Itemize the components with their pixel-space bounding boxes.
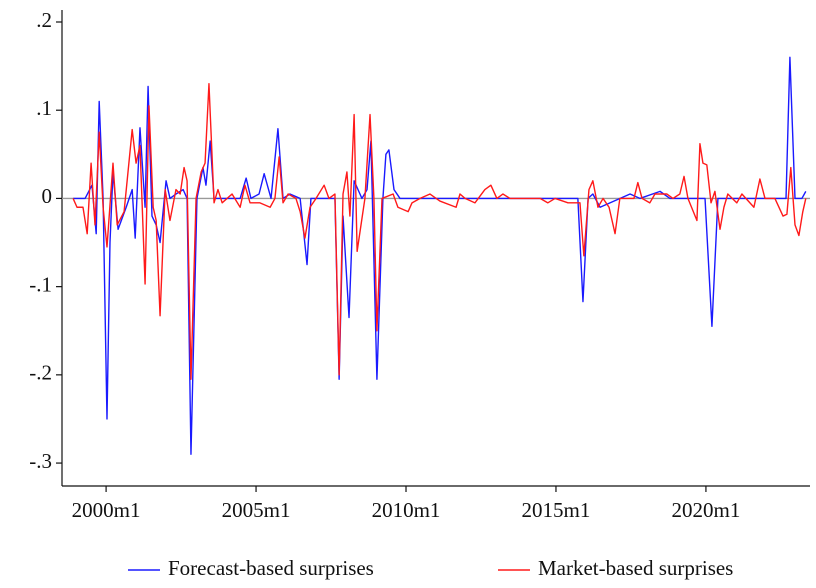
x-tick-label: 2010m1 [372, 498, 441, 522]
legend-label: Market-based surprises [538, 556, 733, 580]
y-tick-label: -.1 [29, 272, 52, 296]
series-line [73, 56, 807, 455]
x-tick-label: 2015m1 [522, 498, 591, 522]
y-tick-label: -.2 [29, 361, 52, 385]
y-tick-label: .1 [36, 96, 52, 120]
y-tick-label: -.3 [29, 449, 52, 473]
x-tick-label: 2005m1 [222, 498, 291, 522]
x-tick-label: 2020m1 [672, 498, 741, 522]
legend-label: Forecast-based surprises [168, 556, 374, 580]
y-tick-label: .2 [36, 8, 52, 32]
series-line [72, 83, 807, 380]
x-tick-label: 2000m1 [72, 498, 141, 522]
y-tick-label: 0 [42, 184, 53, 208]
